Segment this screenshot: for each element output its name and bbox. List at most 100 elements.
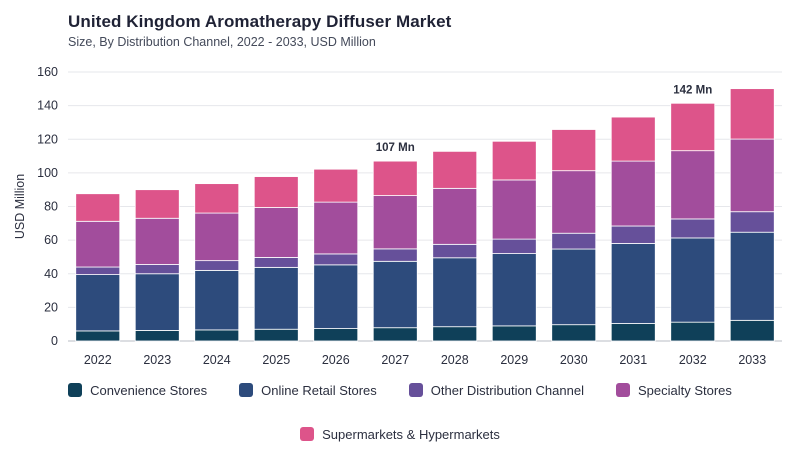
bar-segment-convenience-stores	[313, 328, 359, 342]
y-tick-label: 20	[44, 300, 58, 314]
y-tick-label: 100	[37, 166, 58, 180]
x-tick-label: 2022	[84, 353, 112, 367]
bar-segment-supermarkets-hypermarkets	[372, 160, 418, 196]
bar-segment-online-retail-stores	[253, 266, 299, 330]
bar-segment-other-distribution-channel	[372, 248, 418, 262]
bar-segment-specialty-stores	[610, 160, 656, 227]
x-tick-label: 2032	[679, 353, 707, 367]
bar-segment-supermarkets-hypermarkets	[491, 140, 537, 181]
bar-segment-supermarkets-hypermarkets	[194, 183, 240, 214]
bar-segment-convenience-stores	[372, 327, 418, 342]
bar-segment-online-retail-stores	[670, 237, 716, 323]
bar-segment-supermarkets-hypermarkets	[253, 176, 299, 208]
x-tick-label: 2030	[560, 353, 588, 367]
legend-label: Specialty Stores	[637, 382, 732, 398]
legend-item: Other Distribution Channel	[408, 382, 584, 398]
bar-segment-specialty-stores	[729, 138, 775, 213]
legend-item: Specialty Stores	[615, 382, 732, 398]
bar-segment-convenience-stores	[134, 330, 180, 342]
legend-label: Supermarkets & Hypermarkets	[322, 426, 500, 442]
y-tick-label: 0	[51, 334, 58, 348]
bar-segment-other-distribution-channel	[670, 218, 716, 239]
bar-segment-online-retail-stores	[729, 231, 775, 321]
legend-label: Other Distribution Channel	[430, 382, 584, 398]
bar-segment-supermarkets-hypermarkets	[729, 88, 775, 140]
bar-segment-specialty-stores	[194, 212, 240, 262]
bar-segment-online-retail-stores	[551, 248, 597, 326]
x-tick-label: 2023	[143, 353, 171, 367]
data-label: 107 Mn	[376, 142, 415, 154]
bar-segment-online-retail-stores	[432, 257, 478, 328]
bar-segment-online-retail-stores	[194, 269, 240, 331]
bar-segment-other-distribution-channel	[313, 253, 359, 266]
x-tick-label: 2028	[441, 353, 469, 367]
bar-segment-other-distribution-channel	[75, 266, 121, 275]
bar-segment-specialty-stores	[372, 195, 418, 250]
bar-segment-online-retail-stores	[491, 253, 537, 327]
bar-segment-other-distribution-channel	[610, 225, 656, 244]
bar-segment-other-distribution-channel	[551, 232, 597, 250]
bar-segment-convenience-stores	[610, 323, 656, 342]
bar-segment-convenience-stores	[729, 319, 775, 342]
y-tick-label: 40	[44, 267, 58, 281]
chart-legend: Convenience Stores Online Retail Stores Ot…	[0, 382, 800, 442]
bar-segment-convenience-stores	[75, 330, 121, 342]
bar-segment-online-retail-stores	[134, 273, 180, 331]
legend-item: Supermarkets & Hypermarkets	[300, 426, 500, 442]
legend-label: Online Retail Stores	[261, 382, 377, 398]
y-axis-label: USD Million	[13, 174, 27, 239]
bar-segment-supermarkets-hypermarkets	[134, 189, 180, 219]
x-tick-label: 2033	[738, 353, 766, 367]
bar-segment-specialty-stores	[313, 201, 359, 255]
bar-segment-convenience-stores	[432, 326, 478, 342]
bar-segment-online-retail-stores	[610, 243, 656, 324]
bar-segment-specialty-stores	[75, 220, 121, 268]
y-tick-label: 160	[37, 65, 58, 79]
bar-segment-specialty-stores	[551, 170, 597, 234]
bar-segment-convenience-stores	[253, 328, 299, 342]
bar-segment-other-distribution-channel	[491, 238, 537, 254]
bar-segment-convenience-stores	[491, 325, 537, 342]
legend-swatch	[68, 383, 83, 397]
bar-segment-convenience-stores	[551, 324, 597, 342]
bar-segment-other-distribution-channel	[194, 260, 240, 271]
legend-swatch	[300, 427, 315, 441]
chart-subtitle: Size, By Distribution Channel, 2022 - 20…	[68, 35, 376, 49]
bar-segment-specialty-stores	[253, 207, 299, 258]
y-tick-label: 80	[44, 200, 58, 214]
bar-segment-supermarkets-hypermarkets	[432, 150, 478, 189]
data-label: 142 Mn	[673, 84, 712, 96]
x-tick-label: 2031	[619, 353, 647, 367]
x-tick-label: 2025	[262, 353, 290, 367]
legend-swatch	[239, 383, 254, 397]
chart-title: United Kingdom Aromatherapy Diffuser Mar…	[68, 12, 452, 31]
bar-segment-supermarkets-hypermarkets	[313, 168, 359, 203]
legend-swatch	[615, 383, 630, 397]
bar-segment-other-distribution-channel	[134, 264, 180, 275]
bar-segment-convenience-stores	[194, 329, 240, 342]
bar-segment-convenience-stores	[670, 321, 716, 342]
bar-segment-online-retail-stores	[313, 264, 359, 329]
bar-segment-supermarkets-hypermarkets	[670, 102, 716, 152]
legend-item: Convenience Stores	[68, 382, 207, 398]
legend-item: Online Retail Stores	[239, 382, 377, 398]
x-tick-label: 2029	[500, 353, 528, 367]
legend-label: Convenience Stores	[90, 382, 208, 398]
x-tick-label: 2026	[322, 353, 350, 367]
bar-segment-online-retail-stores	[75, 274, 121, 332]
bar-segment-supermarkets-hypermarkets	[75, 193, 121, 222]
y-tick-label: 120	[37, 132, 58, 146]
x-tick-label: 2024	[203, 353, 231, 367]
bar-segment-other-distribution-channel	[253, 257, 299, 268]
bar-segment-supermarkets-hypermarkets	[551, 129, 597, 172]
bar-segment-specialty-stores	[670, 150, 716, 220]
legend-swatch	[408, 383, 423, 397]
bar-segment-specialty-stores	[432, 187, 478, 245]
bar-segment-other-distribution-channel	[432, 243, 478, 259]
bar-segment-specialty-stores	[491, 179, 537, 240]
bar-segment-online-retail-stores	[372, 260, 418, 329]
bar-segment-specialty-stores	[134, 217, 180, 265]
bar-segment-supermarkets-hypermarkets	[610, 116, 656, 162]
bar-segment-other-distribution-channel	[729, 211, 775, 233]
